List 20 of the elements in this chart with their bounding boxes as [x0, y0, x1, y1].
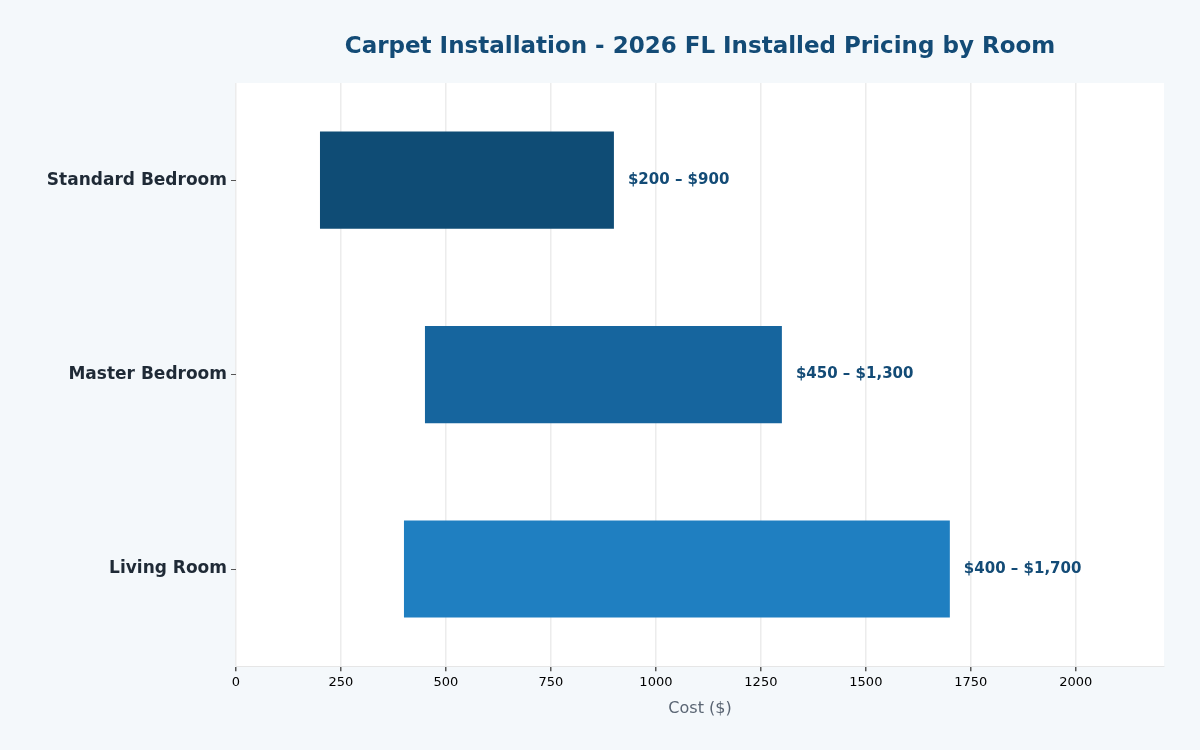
x-tick-label: 1000 [639, 674, 673, 690]
x-tick-label: 1500 [849, 674, 883, 690]
y-tick-label: Standard Bedroom [46, 168, 227, 189]
x-tick-label: 2000 [1059, 674, 1093, 690]
annotation: $200 – $900 [627, 170, 730, 189]
annotation: $450 – $1,300 [795, 364, 914, 383]
bar [319, 131, 614, 229]
annotation: $400 – $1,700 [963, 558, 1082, 577]
x-tick-label: 0 [231, 674, 241, 690]
y-tick-label: Living Room [109, 557, 227, 578]
x-tick-label: 750 [538, 674, 564, 690]
y-tick-label: Master Bedroom [68, 363, 227, 384]
x-tick-label: 1750 [954, 674, 988, 690]
x-tick-label: 250 [328, 674, 354, 690]
x-axis-title: Cost ($) [668, 697, 732, 717]
bar [403, 520, 950, 618]
x-tick-label: 500 [433, 674, 459, 690]
chart-title: Carpet Installation - 2026 FL Installed Pricing by Room [344, 31, 1056, 58]
x-tick-label: 1250 [744, 674, 778, 690]
bar [424, 326, 782, 424]
